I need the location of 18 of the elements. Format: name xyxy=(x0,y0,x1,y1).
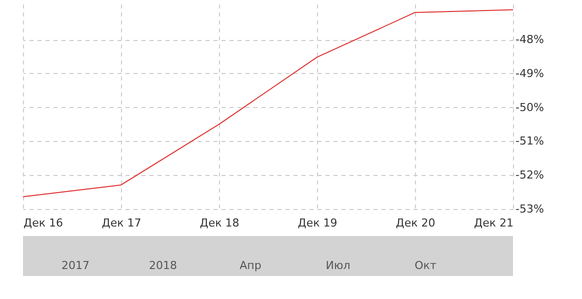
y-tick-label: -50% xyxy=(516,100,544,114)
y-tick-label: -53% xyxy=(516,202,544,216)
x-tick-label: Дек 18 xyxy=(200,216,240,230)
x-tick-label: Дек 20 xyxy=(396,216,436,230)
text: Июл xyxy=(326,259,350,272)
x-tick-label: Дек 19 xyxy=(298,216,338,230)
text: 2017 xyxy=(62,259,90,272)
y-tick-label: -52% xyxy=(516,168,544,182)
x-tick-label: Дек 16 xyxy=(24,216,63,230)
y-tick-label: -51% xyxy=(516,134,544,148)
line-series xyxy=(22,9,514,198)
y-tick-label: -48% xyxy=(516,33,544,46)
text: 2018 xyxy=(149,259,177,272)
text: Апр xyxy=(240,259,262,272)
text: Окт xyxy=(414,259,437,272)
x-tick-label: Дек 17 xyxy=(102,216,142,230)
x-tick-label: Дек 21 xyxy=(474,216,514,230)
y-tick-label: -49% xyxy=(516,66,544,80)
